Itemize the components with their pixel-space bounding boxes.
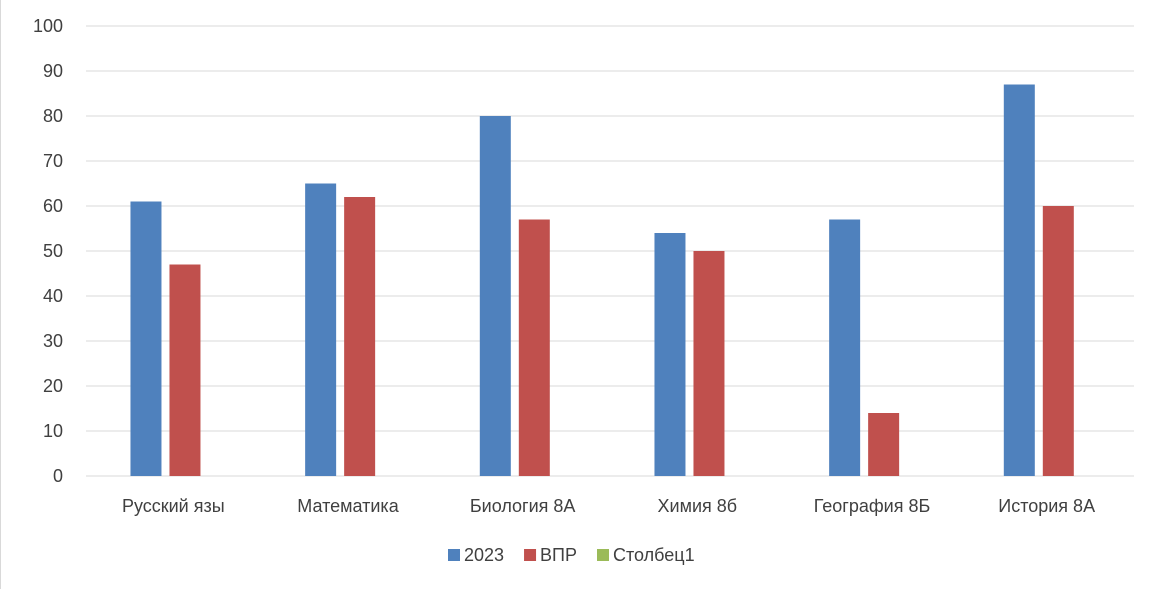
y-tick-label: 10	[43, 421, 63, 441]
bar-ВПР-1	[344, 197, 376, 476]
bar-ВПР-2	[518, 219, 550, 476]
legend-label: ВПР	[540, 545, 577, 565]
y-tick-label: 90	[43, 61, 63, 81]
bar-2023-3	[654, 233, 686, 476]
bar-ВПР-4	[868, 413, 900, 476]
bar-2023-0	[130, 201, 162, 476]
bar-ВПР-5	[1042, 206, 1074, 476]
y-tick-label: 30	[43, 331, 63, 351]
gridlines	[86, 25, 1134, 477]
legend-swatch	[448, 549, 460, 561]
legend-swatch	[597, 549, 609, 561]
bar-2023-2	[479, 116, 511, 476]
bar-ВПР-0	[169, 264, 201, 476]
bars	[130, 84, 1074, 476]
y-tick-label: 100	[33, 16, 63, 36]
x-tick-label: Русский язы	[122, 496, 225, 516]
y-tick-label: 70	[43, 151, 63, 171]
y-tick-label: 0	[53, 466, 63, 486]
y-tick-label: 40	[43, 286, 63, 306]
bar-ВПР-3	[693, 251, 725, 476]
bar-2023-1	[305, 183, 337, 476]
x-tick-label: Биология 8А	[470, 496, 576, 516]
y-axis-ticks: 0 10 20 30 40 50 60 70 80 90 100	[33, 16, 63, 486]
x-axis-ticks: Русский язы Математика Биология 8А Химия 8б…	[122, 496, 1095, 516]
legend-label: Столбец1	[613, 545, 695, 565]
y-tick-label: 60	[43, 196, 63, 216]
bar-2023-4	[829, 219, 861, 476]
x-tick-label: Химия 8б	[658, 496, 738, 516]
legend-swatch	[524, 549, 537, 561]
x-tick-label: География 8Б	[814, 496, 931, 516]
x-tick-label: История 8А	[998, 496, 1095, 516]
y-tick-label: 50	[43, 241, 63, 261]
legend: 2023 ВПР Столбец1	[448, 545, 695, 565]
x-tick-label: Математика	[297, 496, 399, 516]
bar-2023-5	[1003, 84, 1035, 476]
y-tick-label: 20	[43, 376, 63, 396]
y-tick-label: 80	[43, 106, 63, 126]
legend-label: 2023	[464, 545, 504, 565]
